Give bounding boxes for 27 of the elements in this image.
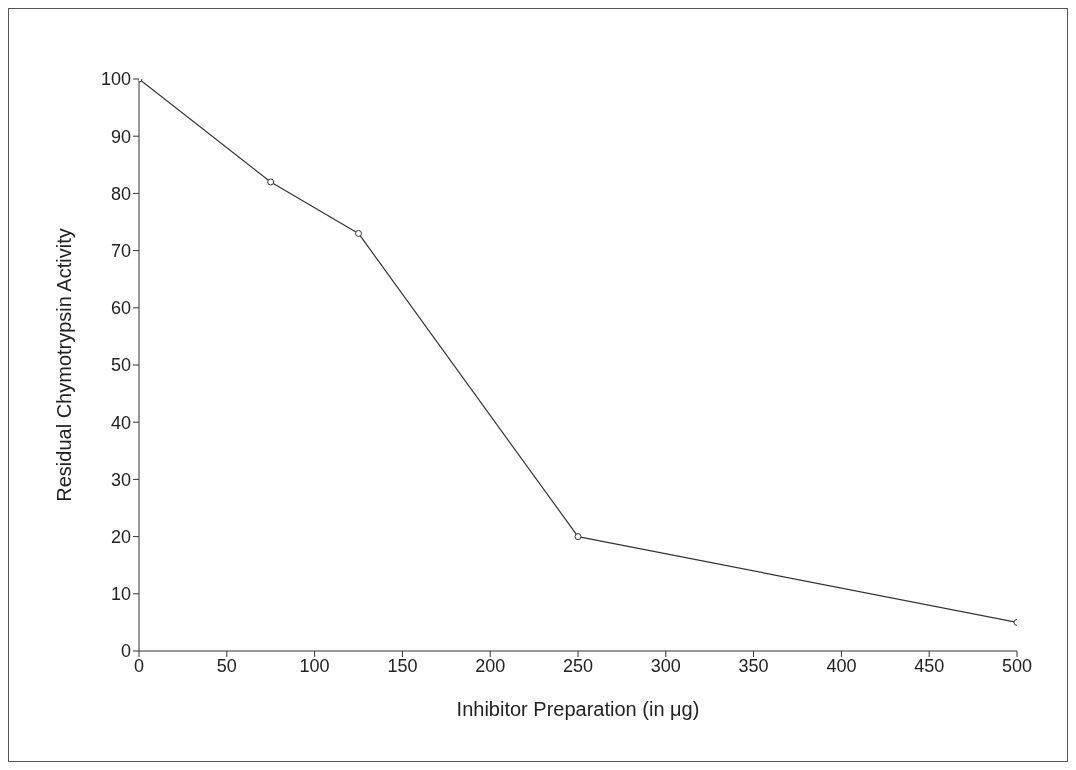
x-tick-label: 300 — [650, 655, 681, 676]
x-tick-label: 350 — [738, 655, 769, 676]
x-tick-label: 200 — [475, 655, 506, 676]
point — [267, 178, 275, 186]
x-axis-title: Inhibitor Preparation (in μg) — [456, 698, 700, 720]
y-tick-label: 10 — [110, 584, 131, 605]
point — [355, 229, 362, 237]
y-tick-label: 70 — [110, 240, 131, 261]
x-tick-label: 250 — [562, 655, 594, 676]
x-tick-label: 0 — [133, 655, 145, 676]
y-tick-label: 50 — [110, 355, 131, 376]
x-tick-label: 400 — [826, 655, 857, 676]
y-tick-label: 40 — [110, 412, 131, 433]
y-axis-title: Residual Chymotrypsin Activity — [53, 228, 76, 502]
point — [574, 533, 582, 541]
x-tick-label: 500 — [1001, 655, 1033, 676]
y-tick-label: 20 — [110, 526, 131, 547]
y-tick-label: 80 — [110, 183, 131, 204]
y-tick-label: 90 — [110, 126, 131, 147]
x-tick-label: 50 — [216, 655, 237, 676]
y-tick-label: 0 — [120, 641, 131, 662]
y-tick-label: 30 — [110, 469, 131, 490]
x-tick-label: 100 — [299, 655, 330, 676]
x-tick-label: 150 — [387, 655, 418, 676]
y-tick-label: 60 — [110, 298, 131, 319]
y-tick-label: 100 — [100, 69, 131, 90]
x-tick-label: 450 — [914, 655, 945, 676]
